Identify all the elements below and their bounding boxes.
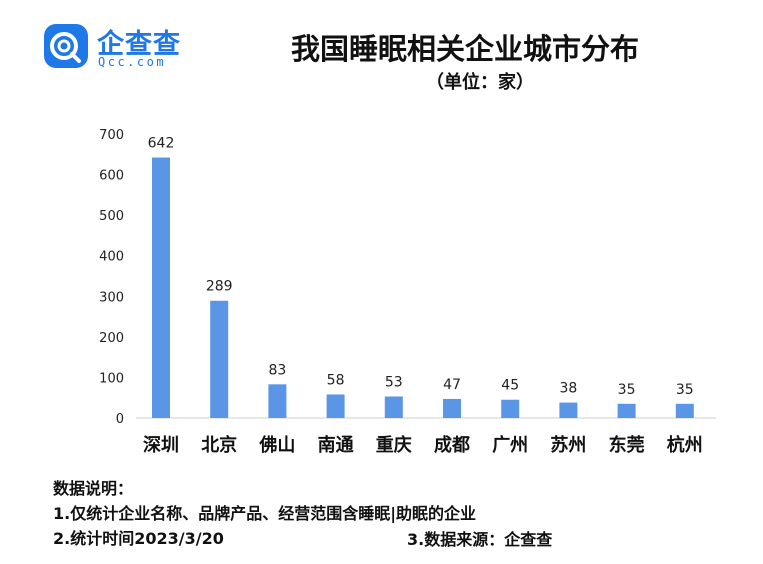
x-tick-label: 深圳	[143, 434, 179, 456]
bar	[443, 398, 461, 418]
value-label: 35	[676, 382, 694, 398]
y-tick-label: 500	[99, 209, 124, 224]
x-tick-label: 广州	[492, 434, 528, 456]
y-tick-label: 700	[99, 128, 124, 143]
value-label: 642	[148, 136, 175, 152]
y-tick-label: 100	[99, 371, 124, 386]
x-tick-label: 苏州	[550, 434, 586, 456]
data-notes: 数据说明： 1.仅统计企业名称、品牌产品、经营范围含睡眠|助眠的企业 2.统计时…	[53, 476, 476, 551]
notes-line-1: 1.仅统计企业名称、品牌产品、经营范围含睡眠|助眠的企业	[53, 504, 477, 523]
bar	[559, 402, 578, 418]
notes-line-2: 2.统计时间2023/3/20	[53, 529, 224, 548]
value-label: 83	[268, 362, 286, 378]
value-labels-group: 642 289 83 58 53 47 45 38 35 35	[148, 136, 694, 398]
value-label: 53	[385, 374, 403, 390]
x-tick-label: 成都	[434, 434, 470, 456]
qcc-logo-icon	[44, 24, 88, 68]
logo-brand: 企查查	[97, 29, 181, 60]
notes-line-3: 3.数据来源：企查查	[407, 530, 553, 549]
y-tick-label: 400	[99, 250, 124, 265]
bar	[617, 403, 636, 418]
y-tick-label: 300	[99, 290, 124, 305]
page-title: 我国睡眠相关企业城市分布	[290, 32, 639, 66]
bar	[268, 384, 287, 418]
y-tick-label: 200	[99, 331, 124, 346]
bar	[501, 399, 520, 418]
unit-subtitle: （单位：家）	[426, 72, 534, 93]
value-label: 35	[618, 382, 636, 398]
bar-chart: 0 100 200 300 400 500 600 700 642 289 83 58 53 47 45 3…	[99, 128, 716, 456]
x-axis-labels: 深圳 北京 佛山 南通 重庆 成都 广州 苏州 东莞 杭州	[143, 434, 703, 456]
y-tick-label: 0	[116, 412, 124, 427]
bar	[152, 157, 170, 418]
value-label: 45	[501, 378, 519, 394]
notes-heading: 数据说明：	[53, 479, 134, 498]
value-label: 47	[443, 377, 461, 393]
logo-domain: Qcc.com	[98, 55, 167, 69]
bars-group	[152, 157, 694, 418]
bar	[675, 403, 694, 418]
bar	[210, 300, 229, 418]
x-tick-label: 重庆	[376, 434, 412, 456]
x-tick-label: 东莞	[609, 434, 645, 456]
x-tick-label: 南通	[318, 434, 354, 456]
value-label: 38	[559, 381, 577, 397]
x-tick-label: 北京	[201, 434, 237, 456]
x-tick-label: 佛山	[258, 434, 295, 456]
y-axis-ticks: 0 100 200 300 400 500 600 700	[99, 128, 124, 427]
y-tick-label: 600	[99, 169, 124, 184]
bar	[326, 394, 345, 418]
bar	[384, 396, 403, 418]
value-label: 289	[206, 279, 233, 295]
qcc-logo: 企查查 Qcc.com	[42, 22, 202, 70]
value-label: 58	[327, 372, 345, 388]
x-tick-label: 杭州	[667, 434, 703, 456]
